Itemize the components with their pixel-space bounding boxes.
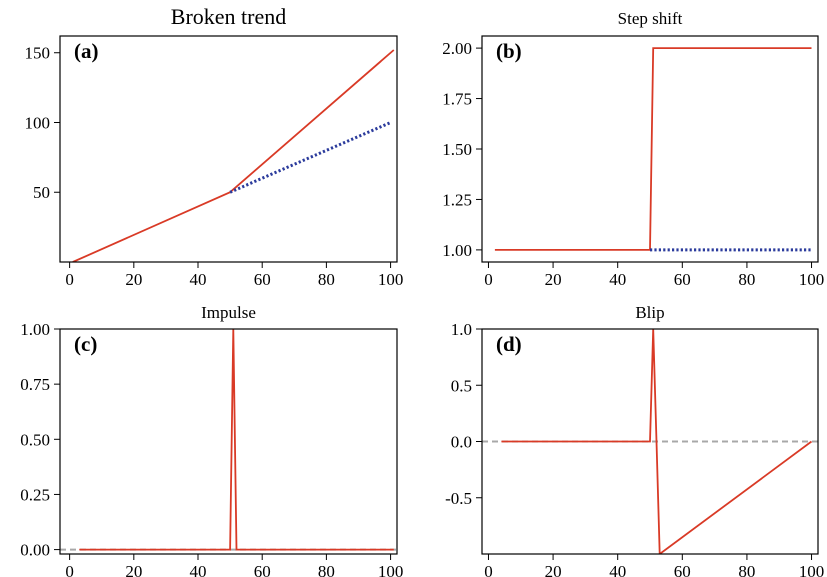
y-tick-label: 0.00 [20, 541, 50, 560]
x-tick-label: 0 [65, 562, 74, 577]
x-tick-label: 60 [254, 562, 271, 577]
panel-c: Impulse 0 20 40 60 80 100 0.00 0.25 0.50 0.75 1.00 (… [20, 303, 403, 577]
panel-letter: (b) [496, 39, 522, 63]
series-line-solid [72, 49, 395, 262]
plot-frame [59, 328, 398, 555]
x-tick-label: 100 [378, 562, 404, 577]
panel-letter: (a) [74, 39, 99, 63]
y-tick-label: 1.25 [442, 190, 472, 209]
y-tick-label: 150 [25, 44, 51, 63]
plot-frame [59, 35, 398, 263]
y-tick-label: 100 [25, 113, 51, 132]
panel-d: Blip 0 20 40 60 80 100 -0.5 0.0 0.5 1.0 (d) [445, 303, 824, 577]
panel-letter: (c) [74, 332, 97, 356]
x-tick-label: 100 [378, 270, 404, 289]
x-tick-label: 0 [484, 562, 493, 577]
series-line-solid [494, 47, 812, 251]
y-tick-label: 0.0 [451, 433, 472, 452]
y-tick-label: 1.0 [451, 320, 472, 339]
x-tick-label: 80 [738, 270, 755, 289]
x-tick-label: 80 [318, 270, 335, 289]
y-tick-label: 1.50 [442, 140, 472, 159]
x-tick-label: 60 [254, 270, 271, 289]
y-tick-label: 0.75 [20, 375, 50, 394]
series-line-solid [501, 329, 813, 554]
panel-title: Step shift [618, 9, 683, 28]
x-tick-label: 40 [190, 562, 207, 577]
x-tick-label: 20 [125, 562, 142, 577]
panel-title: Blip [635, 303, 664, 322]
x-tick-label: 100 [799, 270, 825, 289]
x-tick-label: 60 [674, 562, 691, 577]
y-tick-label: -0.5 [445, 489, 472, 508]
x-tick-label: 80 [738, 562, 755, 577]
y-tick-label: 0.25 [20, 485, 50, 504]
panel-a: Broken trend 0 20 40 60 80 100 50 100 150 (a) [25, 4, 404, 289]
x-tick-label: 40 [609, 562, 626, 577]
x-tick-label: 40 [190, 270, 207, 289]
panel-title: Broken trend [171, 4, 286, 29]
y-tick-label: 1.00 [20, 320, 50, 339]
x-tick-label: 20 [545, 270, 562, 289]
series-line-solid [79, 329, 394, 551]
panel-letter: (d) [496, 332, 522, 356]
x-tick-label: 20 [125, 270, 142, 289]
x-tick-label: 60 [674, 270, 691, 289]
y-tick-label: 1.00 [442, 241, 472, 260]
x-tick-label: 0 [65, 270, 74, 289]
x-tick-label: 80 [318, 562, 335, 577]
x-tick-label: 100 [799, 562, 825, 577]
x-tick-label: 20 [545, 562, 562, 577]
y-tick-label: 2.00 [442, 39, 472, 58]
y-tick-label: 0.5 [451, 376, 472, 395]
panel-b: Step shift 0 20 40 60 80 100 1.00 1.25 1.50 1.75 2.… [442, 9, 824, 289]
x-tick-label: 40 [609, 270, 626, 289]
panel-title: Impulse [201, 303, 256, 322]
y-tick-label: 50 [33, 183, 50, 202]
y-tick-label: 1.75 [442, 90, 472, 109]
y-tick-label: 0.50 [20, 430, 50, 449]
series-line-dotted [229, 121, 392, 194]
x-tick-label: 0 [484, 270, 493, 289]
